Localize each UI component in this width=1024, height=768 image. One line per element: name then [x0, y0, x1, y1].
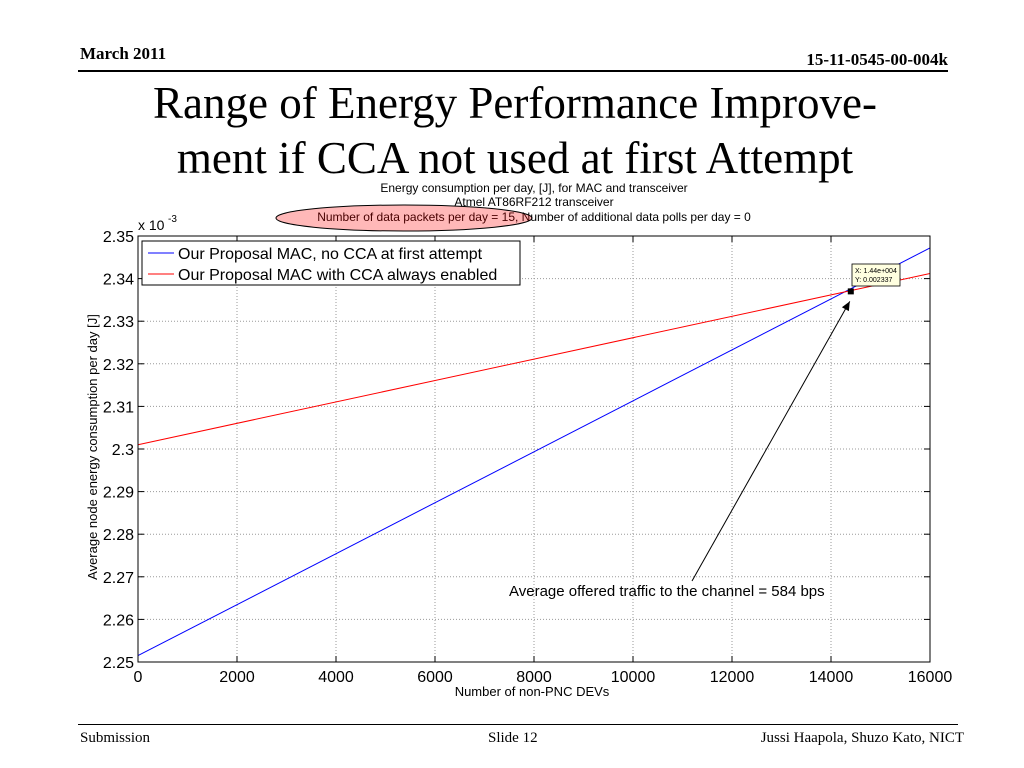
slide-title-line-1: Range of Energy Performance Improve- [153, 78, 877, 128]
y-tick-label: 2.28 [103, 527, 134, 544]
y-tick-label: 2.34 [103, 272, 134, 289]
x-tick-label: 4000 [318, 669, 354, 686]
series-line [137, 247, 931, 657]
y-tick-label: 2.31 [103, 399, 134, 416]
legend-box [141, 240, 521, 286]
datatip-box [851, 263, 901, 287]
legend-label: Our Proposal MAC, no CCA at first attemp… [178, 246, 483, 263]
chart-title-line: Atmel AT86RF212 transceiver [454, 195, 613, 209]
annotation-arrow-line [691, 301, 851, 582]
footer-authors: Jussi Haapola, Shuzo Kato, NICT [760, 730, 964, 746]
x-tick-label: 10000 [611, 669, 656, 686]
x-tick-label: 16000 [908, 669, 953, 686]
chart-title-line: Number of data packets per day = 15, Num… [317, 210, 751, 224]
series-line [137, 272, 931, 446]
x-tick-label: 6000 [417, 669, 453, 686]
y-tick-label: 2.29 [103, 485, 134, 502]
y-tick-label: 2.3 [112, 442, 134, 459]
x-tick-label: 12000 [710, 669, 755, 686]
y-axis-label: Average node energy consumption per day … [85, 314, 100, 580]
plot-frame [137, 235, 931, 663]
title-highlight-ellipse [275, 204, 533, 232]
x-tick-label: 8000 [516, 669, 552, 686]
datatip-x: X: 1.44e+004 [855, 268, 897, 275]
slide-title: Range of Energy Performance Improve- men… [60, 76, 970, 186]
y-multiplier: x 10 [138, 217, 165, 233]
datatip-marker [847, 288, 854, 295]
slide-title-line-2: ment if CCA not used at first Attempt [176, 133, 854, 183]
footer-rule [78, 724, 958, 725]
y-tick-label: 2.32 [103, 357, 134, 374]
header-date: March 2011 [80, 44, 167, 63]
y-tick-label: 2.27 [103, 570, 134, 587]
y-tick-label: 2.26 [103, 612, 134, 629]
x-tick-label: 2000 [219, 669, 255, 686]
footer-slide-number: Slide 12 [488, 730, 538, 746]
header-rule [78, 70, 948, 72]
datatip-y: Y: 0.002337 [855, 277, 892, 284]
x-axis-label: Number of non-PNC DEVs [455, 684, 610, 699]
chart-title-line: Energy consumption per day, [J], for MAC… [380, 181, 687, 195]
x-tick-label: 0 [134, 669, 143, 686]
y-tick-label: 2.35 [103, 229, 134, 246]
annotation-arrow-head [841, 301, 850, 312]
footer-submission: Submission [80, 730, 151, 746]
annotation-text: Average offered traffic to the channel =… [509, 583, 825, 600]
legend-label: Our Proposal MAC with CCA always enabled [178, 267, 497, 284]
header-doc-number: 15-11-0545-00-004k [806, 50, 948, 69]
y-tick-label: 2.33 [103, 314, 134, 331]
y-tick-label: 2.25 [103, 655, 134, 672]
y-multiplier-exponent: -3 [168, 214, 177, 225]
x-tick-label: 14000 [809, 669, 854, 686]
